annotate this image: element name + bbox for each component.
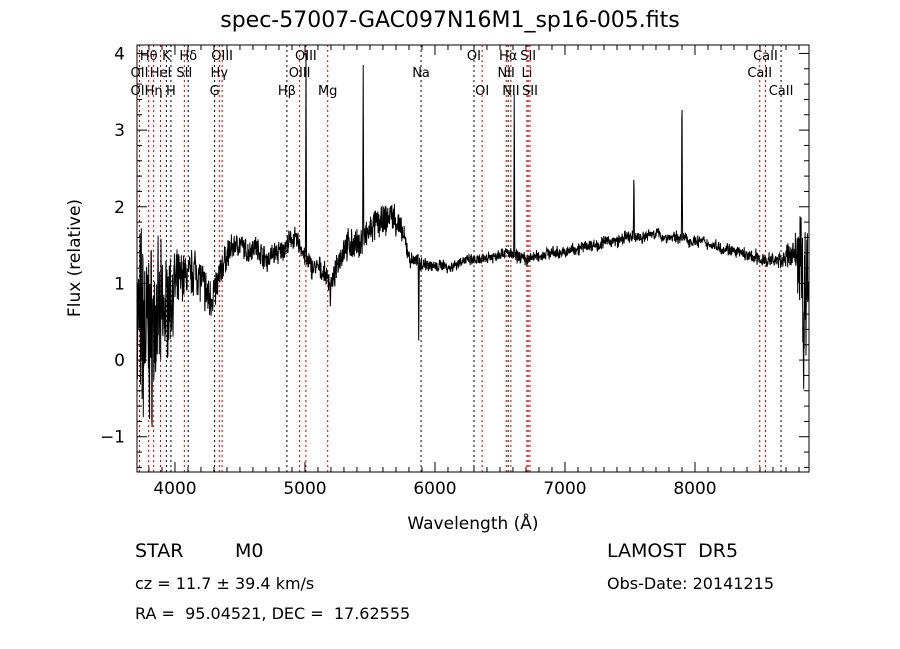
x-tick-label: 7000 — [543, 479, 586, 499]
survey-label: LAMOST DR5 — [607, 540, 739, 562]
line-marker-label: OII — [131, 84, 149, 99]
line-marker-label: H — [166, 84, 176, 99]
line-marker-label: Hθ — [140, 49, 158, 64]
chart-title: spec-57007-GAC097N16M1_sp16-005.fits — [220, 8, 680, 33]
line-marker-label: HeI — [150, 66, 172, 81]
line-marker-label: OII — [131, 66, 149, 81]
line-marker-label: CaII — [747, 66, 772, 81]
line-marker-label: Hα — [499, 49, 517, 64]
line-marker-label: OI — [475, 84, 489, 99]
x-axis-label: Wavelength (Å) — [407, 512, 538, 534]
y-tick-label: 3 — [114, 121, 125, 141]
plot-frame — [136, 44, 810, 473]
y-tick-label: 2 — [114, 198, 125, 218]
line-marker-label: NII — [498, 66, 515, 81]
y-tick-label: 4 — [114, 44, 125, 64]
y-tick-label: 0 — [114, 351, 125, 371]
line-marker-label: Na — [412, 66, 430, 81]
spectrum-line — [136, 53, 809, 428]
x-tick-label: 6000 — [413, 479, 456, 499]
line-marker-label: Hβ — [278, 84, 296, 99]
subclass: M0 — [235, 540, 264, 562]
line-marker-label: CaII — [769, 84, 794, 99]
coordinates: RA = 95.04521, DEC = 17.62555 — [135, 604, 411, 623]
line-marker-label: Hη — [145, 84, 163, 99]
x-tick-label: 8000 — [673, 479, 716, 499]
x-tick-label: 5000 — [283, 479, 326, 499]
line-marker-label: G — [210, 84, 220, 99]
y-axis-label: Flux (relative) — [65, 199, 85, 317]
line-marker-label: K — [162, 49, 171, 64]
line-marker-label: Hγ — [211, 66, 229, 81]
object-class: STAR — [135, 540, 184, 562]
redshift-label: cz = 11.7 ± 39.4 km/s — [135, 574, 315, 593]
line-marker-label: OIII — [289, 66, 311, 81]
line-marker-label: Li — [521, 66, 532, 81]
line-marker-label: SII — [520, 49, 536, 64]
y-tick-label: 1 — [114, 274, 125, 294]
line-marker-label: SII — [176, 66, 192, 81]
line-marker-label: NII — [502, 84, 519, 99]
line-marker-label: CaII — [753, 49, 778, 64]
line-marker-label: OIII — [211, 49, 233, 64]
line-marker-label: OI — [467, 49, 481, 64]
line-marker-label: Mg — [318, 84, 337, 99]
x-tick-label: 4000 — [153, 479, 196, 499]
line-marker-label: SII — [522, 84, 538, 99]
obs-date: Obs-Date: 20141215 — [607, 574, 775, 593]
line-marker-label: Hδ — [179, 49, 197, 64]
y-tick-label: −1 — [100, 428, 125, 448]
